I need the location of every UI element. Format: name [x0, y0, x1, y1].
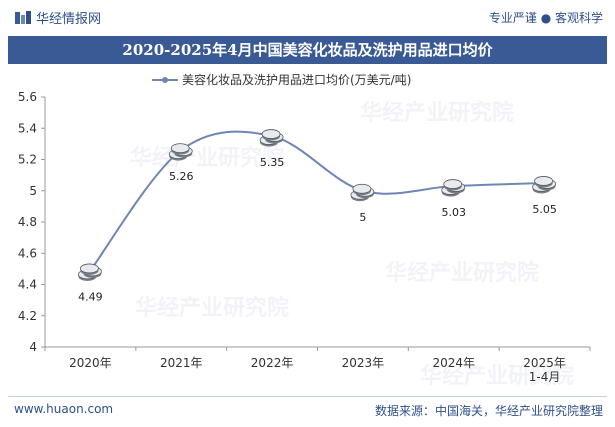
data-point-coin-icon	[168, 143, 193, 161]
y-tick-label: 4	[29, 340, 37, 354]
data-point-coin-icon	[350, 183, 375, 202]
brand-name: 华经情报网	[36, 12, 102, 27]
slogan: 专业严谨 ● 客观科学	[488, 11, 603, 25]
data-point-coin-icon	[532, 176, 556, 194]
footer-divider	[8, 396, 607, 397]
y-tick-label: 4.8	[18, 215, 37, 229]
data-label: 5.03	[442, 206, 467, 219]
data-label: 5.35	[260, 156, 285, 169]
y-tick-label: 5	[29, 184, 37, 198]
x-tick-label: 2024年	[432, 356, 475, 370]
top-bar: 华经情报网 专业严谨 ● 客观科学	[0, 0, 615, 34]
footer-site[interactable]: www.huaon.com	[14, 402, 114, 416]
x-tick-label: 2022年	[251, 356, 294, 370]
y-tick-label: 5.2	[18, 153, 37, 167]
legend-label: 美容化妆品及洗护用品进口均价(万美元/吨)	[182, 73, 412, 87]
footer-source: 数据来源：中国海关，华经产业研究院整理	[374, 404, 603, 418]
data-point-coin-icon	[259, 129, 284, 147]
legend-line-marker-icon	[152, 76, 178, 83]
y-tick-label: 4.4	[18, 278, 37, 292]
line-chart: 4 4.2 4.4 4.6 4.8 5 5.2 5.4 5.6 2020年 2021年 2022年 20…	[18, 90, 591, 384]
data-point-coin-icon	[78, 263, 102, 281]
y-tick-label: 4.2	[18, 309, 37, 323]
data-point-coin-icon	[441, 179, 466, 197]
x-tick-label: 2023年	[342, 356, 385, 370]
data-label: 5	[359, 211, 366, 224]
x-tick-label: 2020年	[69, 356, 112, 370]
x-tick-label: 2021年	[160, 356, 203, 370]
brand[interactable]: 华经情报网	[14, 8, 101, 27]
series-line	[89, 130, 545, 272]
data-label: 4.49	[78, 290, 103, 303]
brand-logo-icon	[15, 10, 31, 24]
data-label: 5.05	[532, 203, 557, 216]
y-tick-label: 5.6	[18, 90, 37, 104]
y-tick-label: 5.4	[18, 121, 37, 135]
x-tick-label: 2025年 1-4月	[523, 356, 566, 384]
y-tick-label: 4.6	[18, 246, 37, 260]
legend: 美容化妆品及洗护用品进口均价(万美元/吨)	[152, 71, 411, 88]
chart-title: 2020-2025年4月中国美容化妆品及洗护用品进口均价	[8, 36, 607, 64]
data-label: 5.26	[169, 170, 194, 183]
